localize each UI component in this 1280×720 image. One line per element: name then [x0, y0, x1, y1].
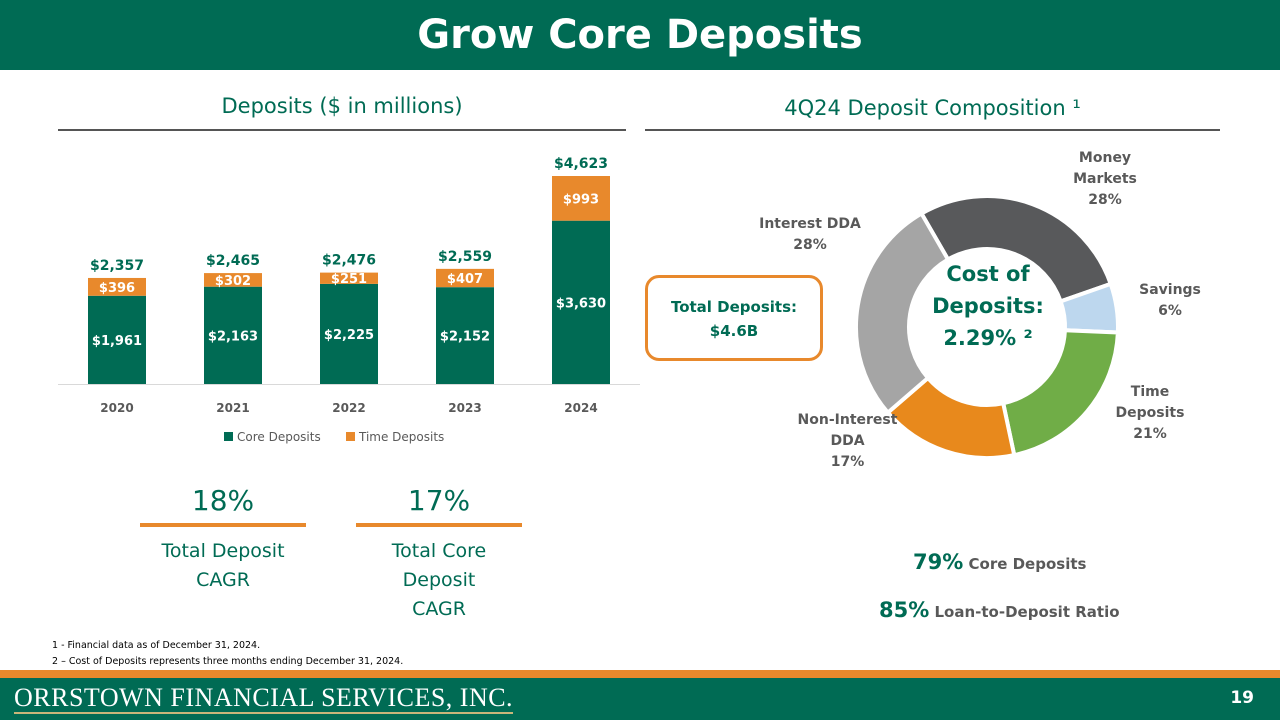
bar-label: $302 [215, 274, 251, 289]
slice-interest-dda [854, 210, 951, 416]
deposits-chart-header: Deposits ($ in millions) [221, 94, 463, 118]
bar-core-2021 [204, 286, 262, 384]
bar-label: $251 [331, 272, 367, 287]
label-savings: Savings 6% [1139, 282, 1201, 319]
bar-core-2022 [320, 283, 378, 384]
stat-core-deposits: 79% Core Deposits [913, 550, 1087, 574]
bar-time-2024 [552, 176, 610, 221]
x-tick-label: 2020 [100, 401, 133, 415]
x-tick-label: 2021 [216, 401, 249, 415]
x-tick-label: 2022 [332, 401, 365, 415]
label-time-deposits: Time Deposits 21% [1115, 384, 1185, 442]
footnote-1: 1 - Financial data as of December 31, 20… [52, 640, 261, 651]
label-non-interest-dda: Non-Interest DDA 17% [797, 412, 898, 470]
label-interest-dda: Interest DDA 28% [759, 216, 861, 253]
legend-label: Time Deposits [358, 430, 444, 444]
total-deposits-box: Total Deposits: $4.6B [645, 275, 823, 361]
slice-time-deposits [1000, 328, 1120, 458]
footer-bar: ORRSTOWN FINANCIAL SERVICES, INC. 19 [0, 678, 1280, 720]
divider [58, 129, 626, 131]
total-label: $2,476 [322, 253, 376, 269]
legend-label: Core Deposits [237, 430, 321, 444]
legend-swatch [224, 432, 233, 441]
bar-time-2021 [204, 273, 262, 287]
bar-label: $1,961 [92, 334, 142, 349]
bar-label: $396 [99, 281, 135, 296]
x-tick-label: 2023 [448, 401, 481, 415]
total-label: $4,623 [554, 156, 608, 172]
bar-time-2022 [320, 272, 378, 284]
page-number: 19 [1230, 688, 1254, 708]
total-label: $2,465 [206, 253, 260, 269]
total-label: $2,357 [90, 258, 144, 274]
deposit-composition-donut [854, 194, 1120, 460]
divider [645, 129, 1220, 131]
composition-header: 4Q24 Deposit Composition ¹ [784, 96, 1081, 120]
label-money-markets: Money Markets 28% [1073, 150, 1137, 208]
bar-label: $407 [447, 272, 483, 287]
bar-label: $993 [563, 192, 599, 207]
company-logo: ORRSTOWN FINANCIAL SERVICES, INC. [14, 683, 514, 714]
bar-label: $2,225 [324, 328, 374, 343]
x-tick-label: 2024 [564, 401, 597, 415]
cagr-total-core-deposit: 17% Total Core Deposit CAGR [356, 484, 522, 624]
deposits-bar-chart: $1,961 $396 $2,357 2020 $2,163 $302 $2,465 2021… [58, 156, 640, 444]
bar-core-2023 [436, 287, 494, 384]
footnote-2: 2 – Cost of Deposits represents three mo… [52, 656, 404, 667]
bar-label: $2,163 [208, 329, 258, 344]
slide-title: Grow Core Deposits [0, 0, 1280, 70]
legend-swatch [346, 432, 355, 441]
total-label: $2,559 [438, 249, 492, 265]
bar-core-2020 [88, 295, 146, 384]
bar-time-2023 [436, 268, 494, 288]
cost-of-deposits: Cost of Deposits: 2.29% ² [932, 262, 1044, 350]
slice-money-markets [918, 194, 1114, 304]
stat-loan-to-deposit: 85% Loan-to-Deposit Ratio [879, 598, 1120, 622]
bar-label: $3,630 [556, 296, 606, 311]
cagr-total-deposit: 18% Total Deposit CAGR [140, 484, 306, 595]
bar-core-2024 [552, 220, 610, 384]
bar-time-2020 [88, 277, 146, 296]
footer-stripe [0, 670, 1280, 678]
bar-label: $2,152 [440, 330, 490, 345]
